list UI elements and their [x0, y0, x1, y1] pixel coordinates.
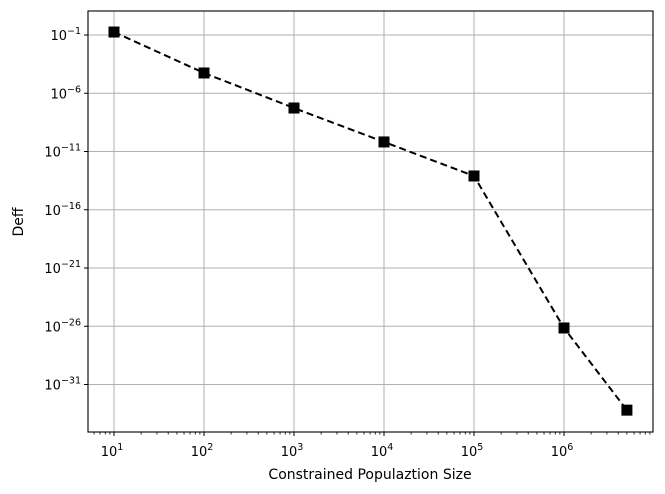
x-axis-label: Constrained Populaztion Size [268, 467, 471, 483]
y-tick-label: 10−11 [44, 143, 81, 161]
y-tick-label: 10−31 [44, 376, 81, 394]
y-tick-label: 10−16 [44, 201, 81, 219]
plot-frame [87, 10, 654, 433]
data-point-marker [108, 26, 120, 38]
y-tick-label: 10−6 [50, 84, 81, 102]
data-point-marker [558, 322, 570, 334]
y-axis-ticks: 10−1 10−6 10−11 10−16 10−21 10−26 10−31 [44, 26, 88, 394]
grid-lines [88, 11, 653, 432]
x-tick-label: 103 [281, 442, 304, 460]
x-tick-label: 105 [461, 442, 484, 460]
data-point-marker [378, 136, 390, 148]
y-tick-label: 10−26 [44, 317, 81, 335]
data-point-marker [468, 170, 480, 182]
data-series [108, 26, 633, 416]
y-tick-label: 10−1 [50, 26, 81, 44]
data-point-marker [198, 67, 210, 79]
x-tick-label: 104 [371, 442, 394, 460]
data-point-marker [621, 404, 633, 416]
x-tick-label: 106 [551, 442, 574, 460]
series-line [113, 31, 628, 411]
data-point-marker [288, 102, 300, 114]
y-tick-label: 10−21 [44, 259, 81, 277]
y-axis-label: Deff [11, 207, 27, 236]
x-tick-label: 101 [101, 442, 124, 460]
x-tick-label: 102 [191, 442, 214, 460]
x-axis-ticks: 101 102 103 104 105 106 [93, 432, 651, 460]
